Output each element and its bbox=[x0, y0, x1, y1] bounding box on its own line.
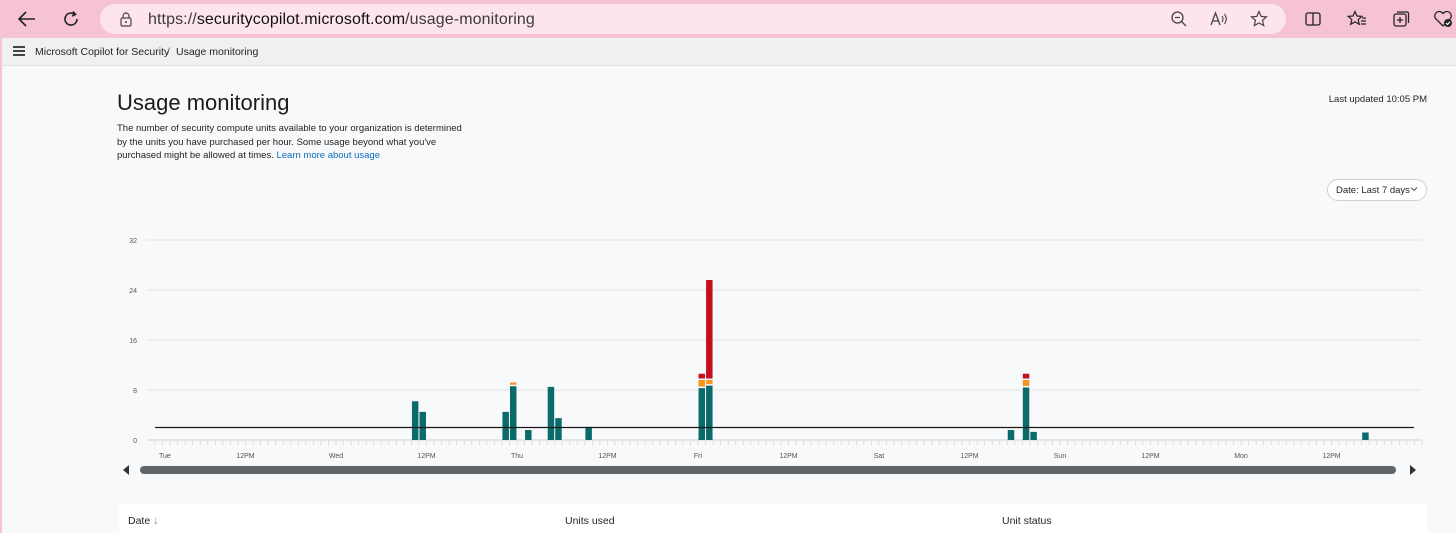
favorite-star-icon[interactable] bbox=[1248, 9, 1270, 29]
y-tick-label: 0 bbox=[133, 438, 137, 445]
bar-segment-within bbox=[698, 388, 706, 440]
y-tick-label: 16 bbox=[129, 338, 137, 345]
bar-segment-overage bbox=[698, 380, 706, 387]
x-tick-label: 12PM bbox=[1141, 453, 1159, 460]
read-aloud-icon[interactable] bbox=[1208, 9, 1230, 29]
x-tick-label: Mon bbox=[1234, 453, 1248, 460]
chart-scrollbar-thumb[interactable] bbox=[140, 466, 1396, 474]
bar-segment-within bbox=[419, 411, 426, 440]
scroll-left-icon[interactable] bbox=[123, 465, 129, 475]
usage-chart-svg: 32 24 16 8 0 Tue 12PM Wed 12PM Thu 12PM Fri 12PM Sat 1… bbox=[123, 238, 1423, 475]
x-tick-label: 12PM bbox=[1322, 453, 1340, 460]
bar-segment-overage bbox=[1022, 380, 1030, 386]
bar-segment-overage bbox=[706, 380, 713, 385]
bar-segment-overage bbox=[509, 382, 517, 385]
refresh-icon[interactable] bbox=[56, 5, 86, 33]
description-text: The number of security compute units ava… bbox=[117, 123, 462, 161]
x-tick-label: 12PM bbox=[598, 453, 616, 460]
column-date-label: Date bbox=[128, 515, 151, 527]
y-tick-label: 32 bbox=[129, 238, 137, 245]
column-header-date[interactable]: Date ↓ bbox=[128, 515, 158, 527]
url-prefix: https:// bbox=[148, 11, 197, 28]
page-description: The number of security compute units ava… bbox=[117, 122, 467, 163]
breadcrumb-current: Usage monitoring bbox=[176, 46, 259, 58]
x-tick-label: Sat bbox=[874, 453, 885, 460]
bar-segment-within bbox=[1030, 431, 1037, 440]
bar-segment-within bbox=[509, 386, 517, 440]
breadcrumb-separator: / bbox=[167, 46, 170, 58]
page-title: Usage monitoring bbox=[117, 90, 290, 115]
usage-chart: 32 24 16 8 0 Tue 12PM Wed 12PM Thu 12PM Fri 12PM Sat 1… bbox=[2, 38, 1456, 533]
favorites-icon[interactable] bbox=[1346, 8, 1368, 30]
x-tick-label: Fri bbox=[694, 453, 703, 460]
split-screen-icon[interactable] bbox=[1302, 8, 1324, 30]
browser-essentials-icon[interactable] bbox=[1432, 8, 1454, 30]
app-header: Microsoft Copilot for Security / Usage m… bbox=[2, 38, 1456, 66]
bar-segment-within bbox=[585, 426, 592, 440]
menu-icon[interactable] bbox=[13, 46, 25, 56]
bar-segment-within bbox=[1022, 387, 1030, 440]
x-tick-label: Sun bbox=[1054, 453, 1067, 460]
bar-segment-within bbox=[525, 430, 532, 440]
sort-arrow-down-icon: ↓ bbox=[153, 515, 159, 527]
column-header-units[interactable]: Units used bbox=[565, 515, 615, 527]
bar-segment-within bbox=[502, 411, 509, 440]
url-path: /usage-monitoring bbox=[405, 11, 535, 28]
y-tick-label: 8 bbox=[133, 388, 137, 395]
lock-icon[interactable] bbox=[118, 11, 134, 27]
zoom-icon[interactable] bbox=[1168, 9, 1190, 29]
bar-segment-within bbox=[411, 401, 419, 440]
last-updated: Last updated 10:05 PM bbox=[1328, 94, 1427, 105]
breadcrumb-app[interactable]: Microsoft Copilot for Security bbox=[35, 46, 170, 58]
usage-table-header: Date ↓ Units used Unit status bbox=[119, 504, 1427, 533]
x-tick-label: Thu bbox=[511, 453, 523, 460]
url-text: https://securitycopilot.microsoft.com/us… bbox=[148, 11, 535, 29]
date-filter-button[interactable]: Date: Last 7 days bbox=[1327, 179, 1427, 201]
address-bar[interactable]: https://securitycopilot.microsoft.com/us… bbox=[100, 4, 1286, 34]
x-tick-label: 12PM bbox=[960, 453, 978, 460]
date-filter-label: Date: Last 7 days bbox=[1336, 184, 1410, 196]
x-tick-label: Wed bbox=[329, 453, 343, 460]
column-header-status[interactable]: Unit status bbox=[1002, 515, 1052, 527]
bar-segment-within bbox=[706, 385, 713, 440]
bar-segment-within bbox=[1007, 430, 1015, 440]
chevron-down-icon bbox=[1410, 187, 1418, 192]
bar-segment-within bbox=[555, 418, 562, 440]
x-tick-label: 12PM bbox=[236, 453, 254, 460]
bar-segment-exceeded bbox=[1022, 373, 1030, 379]
scroll-right-icon[interactable] bbox=[1410, 465, 1416, 475]
collections-icon[interactable] bbox=[1390, 8, 1412, 30]
browser-toolbar: https://securitycopilot.microsoft.com/us… bbox=[0, 0, 1456, 38]
y-tick-label: 24 bbox=[129, 288, 137, 295]
bar-segment-within bbox=[547, 386, 555, 440]
learn-more-link[interactable]: Learn more about usage bbox=[276, 150, 381, 161]
bar-segment-exceeded bbox=[706, 280, 713, 379]
url-host: securitycopilot.microsoft.com bbox=[196, 11, 406, 28]
x-tick-label: 12PM bbox=[417, 453, 435, 460]
back-icon[interactable] bbox=[12, 5, 42, 33]
bar-segment-within bbox=[1362, 432, 1369, 440]
x-tick-label: Tue bbox=[159, 453, 171, 460]
x-tick-label: 12PM bbox=[779, 453, 797, 460]
app-content: Microsoft Copilot for Security / Usage m… bbox=[2, 38, 1456, 533]
bar-segment-exceeded bbox=[698, 373, 706, 379]
